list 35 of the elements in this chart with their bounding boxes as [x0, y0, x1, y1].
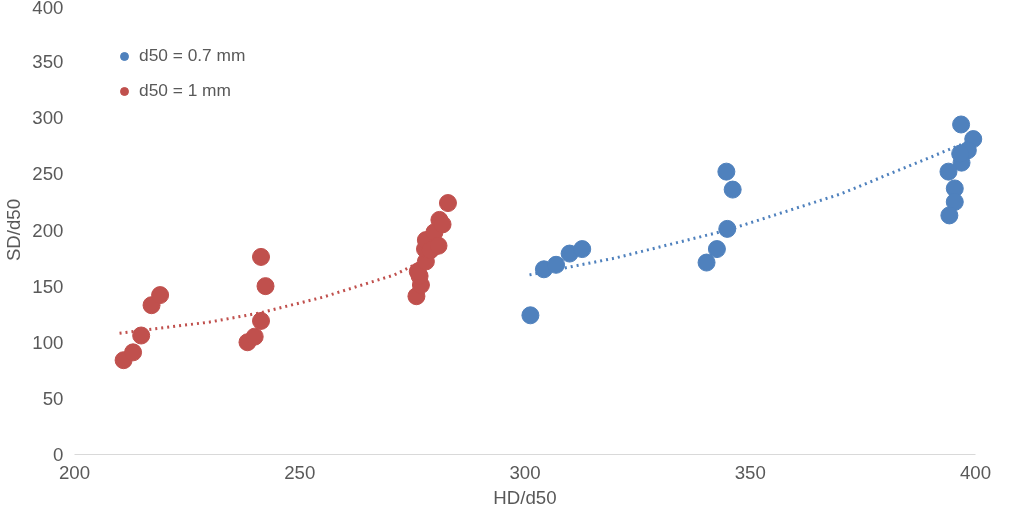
point — [256, 277, 275, 296]
point — [939, 162, 958, 181]
point — [717, 162, 736, 181]
x-axis-title: HD/d50 — [493, 486, 557, 508]
y-tick-label: 150 — [32, 275, 64, 297]
x-tick-label: 300 — [509, 461, 541, 483]
point — [940, 206, 959, 225]
point — [245, 327, 264, 346]
legend-label: d50 = 1 mm — [139, 80, 231, 101]
point — [723, 180, 742, 199]
y-tick-label: 300 — [32, 107, 64, 129]
point — [718, 219, 737, 238]
point — [697, 253, 716, 272]
point — [124, 343, 143, 362]
point — [952, 115, 971, 134]
point — [252, 311, 271, 330]
point — [707, 240, 726, 259]
point — [252, 247, 271, 266]
point — [573, 240, 592, 259]
point — [547, 255, 566, 274]
point — [151, 286, 170, 305]
y-tick-label: 100 — [32, 331, 64, 353]
x-tick-label: 350 — [734, 461, 766, 483]
y-tick-label: 50 — [42, 387, 64, 409]
y-tick-label: 400 — [32, 0, 64, 18]
y-tick-label: 350 — [32, 51, 64, 73]
y-axis-title: SD/d50 — [3, 198, 25, 262]
legend-label: d50 = 0.7 mm — [139, 45, 246, 66]
y-tick-label: 250 — [32, 163, 64, 185]
y-tick-label: 200 — [32, 219, 64, 241]
x-tick-label: 250 — [284, 461, 316, 483]
x-tick-label: 400 — [959, 461, 992, 483]
point — [438, 194, 457, 213]
point — [132, 326, 151, 345]
point — [521, 306, 540, 325]
